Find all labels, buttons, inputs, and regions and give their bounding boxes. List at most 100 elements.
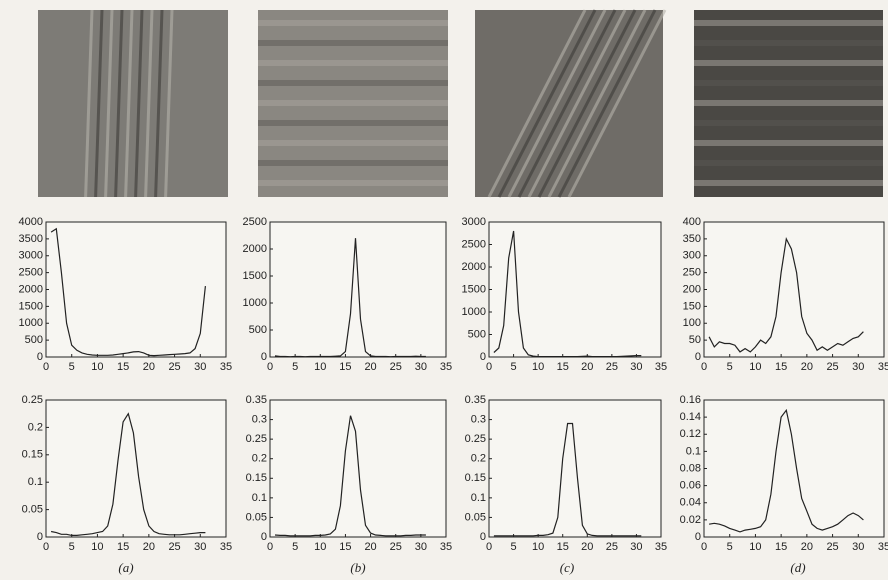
x-tick-label: 15 xyxy=(557,541,569,553)
x-tick-label: 5 xyxy=(727,361,733,373)
y-tick-label: 0 xyxy=(37,531,43,543)
y-tick-label: 0.3 xyxy=(252,413,267,425)
image-texture xyxy=(258,20,448,26)
y-tick-label: 1000 xyxy=(462,306,486,318)
x-tick-label: 25 xyxy=(606,361,618,373)
x-tick-label: 10 xyxy=(91,361,103,373)
image-texture xyxy=(114,9,124,198)
y-tick-label: 0.05 xyxy=(465,511,486,523)
x-tick-label: 35 xyxy=(440,541,452,553)
y-tick-label: 0.3 xyxy=(471,413,486,425)
plot-frame xyxy=(269,221,447,358)
x-tick-label: 0 xyxy=(486,361,492,373)
y-tick-label: 0.16 xyxy=(680,394,701,406)
y-tick-label: 0.2 xyxy=(28,421,43,433)
y-tick-label: 0.2 xyxy=(471,453,486,465)
y-tick-label: 1500 xyxy=(462,283,486,295)
caption: (d) xyxy=(790,560,805,575)
image-texture xyxy=(104,9,114,198)
image-texture xyxy=(507,9,607,198)
y-tick-label: 300 xyxy=(683,250,701,262)
y-tick-label: 0.1 xyxy=(686,445,701,457)
y-tick-label: 1000 xyxy=(19,317,43,329)
image-texture xyxy=(144,9,154,198)
x-tick-label: 30 xyxy=(630,361,642,373)
y-tick-label: 3000 xyxy=(19,250,43,262)
y-tick-label: 0.12 xyxy=(680,428,701,440)
image-texture xyxy=(258,160,448,166)
y-tick-label: 1500 xyxy=(19,300,43,312)
y-tick-label: 500 xyxy=(249,324,267,336)
y-tick-label: 500 xyxy=(25,334,43,346)
x-tick-label: 30 xyxy=(630,541,642,553)
image-texture xyxy=(694,20,883,26)
y-tick-label: 0.1 xyxy=(28,476,43,488)
y-tick-label: 3000 xyxy=(462,216,486,228)
y-tick-label: 1500 xyxy=(243,270,267,282)
x-tick-label: 10 xyxy=(532,361,544,373)
y-tick-label: 2000 xyxy=(19,283,43,295)
x-tick-label: 0 xyxy=(267,541,273,553)
x-tick-label: 35 xyxy=(220,541,232,553)
image-texture xyxy=(258,80,448,86)
x-tick-label: 25 xyxy=(390,361,402,373)
y-tick-label: 0.08 xyxy=(680,462,701,474)
image-texture xyxy=(258,140,448,146)
plot-frame xyxy=(488,399,662,538)
y-tick-label: 400 xyxy=(683,216,701,228)
x-tick-label: 30 xyxy=(852,541,864,553)
x-tick-label: 35 xyxy=(878,361,888,373)
y-tick-label: 0.05 xyxy=(22,504,43,516)
x-tick-label: 5 xyxy=(69,361,75,373)
histogram-line xyxy=(274,238,426,358)
image-texture xyxy=(258,100,448,106)
x-tick-label: 35 xyxy=(655,361,667,373)
x-tick-label: 35 xyxy=(655,541,667,553)
histogram-line xyxy=(493,422,642,537)
x-tick-label: 25 xyxy=(168,361,180,373)
image-texture xyxy=(694,160,883,166)
y-tick-label: 0.15 xyxy=(246,472,267,484)
y-tick-label: 0.25 xyxy=(246,433,267,445)
x-tick-label: 5 xyxy=(69,541,75,553)
y-tick-label: 0 xyxy=(480,531,486,543)
image-texture xyxy=(694,140,883,146)
image-texture xyxy=(694,60,883,66)
image-texture xyxy=(497,9,597,198)
image-texture xyxy=(527,9,627,198)
y-tick-label: 200 xyxy=(683,283,701,295)
y-tick-label: 2500 xyxy=(462,238,486,250)
x-tick-label: 10 xyxy=(91,541,103,553)
y-tick-label: 100 xyxy=(683,317,701,329)
x-tick-label: 20 xyxy=(581,361,593,373)
y-tick-label: 3500 xyxy=(19,233,43,245)
x-tick-label: 15 xyxy=(117,361,129,373)
image-texture xyxy=(154,9,164,198)
caption: (a) xyxy=(118,560,133,575)
x-tick-label: 5 xyxy=(511,361,517,373)
y-tick-label: 0.35 xyxy=(246,394,267,406)
histogram-line xyxy=(274,415,426,537)
x-tick-label: 20 xyxy=(801,361,813,373)
y-tick-label: 0.1 xyxy=(252,492,267,504)
x-tick-label: 0 xyxy=(701,541,707,553)
y-tick-label: 350 xyxy=(683,233,701,245)
image-texture xyxy=(694,100,883,106)
image-texture xyxy=(487,9,587,198)
plot-frame xyxy=(703,399,885,538)
x-tick-label: 0 xyxy=(43,361,49,373)
x-tick-label: 20 xyxy=(143,541,155,553)
x-tick-label: 5 xyxy=(511,541,517,553)
image-texture xyxy=(557,9,657,198)
y-tick-label: 0 xyxy=(261,351,267,363)
y-tick-label: 0 xyxy=(480,351,486,363)
image-texture xyxy=(84,9,94,198)
x-tick-label: 10 xyxy=(314,361,326,373)
image-texture xyxy=(134,9,144,198)
x-tick-label: 10 xyxy=(749,541,761,553)
x-tick-label: 15 xyxy=(775,361,787,373)
y-tick-label: 0.35 xyxy=(465,394,486,406)
x-tick-label: 25 xyxy=(606,541,618,553)
image-texture xyxy=(694,180,883,186)
x-tick-label: 5 xyxy=(292,361,298,373)
